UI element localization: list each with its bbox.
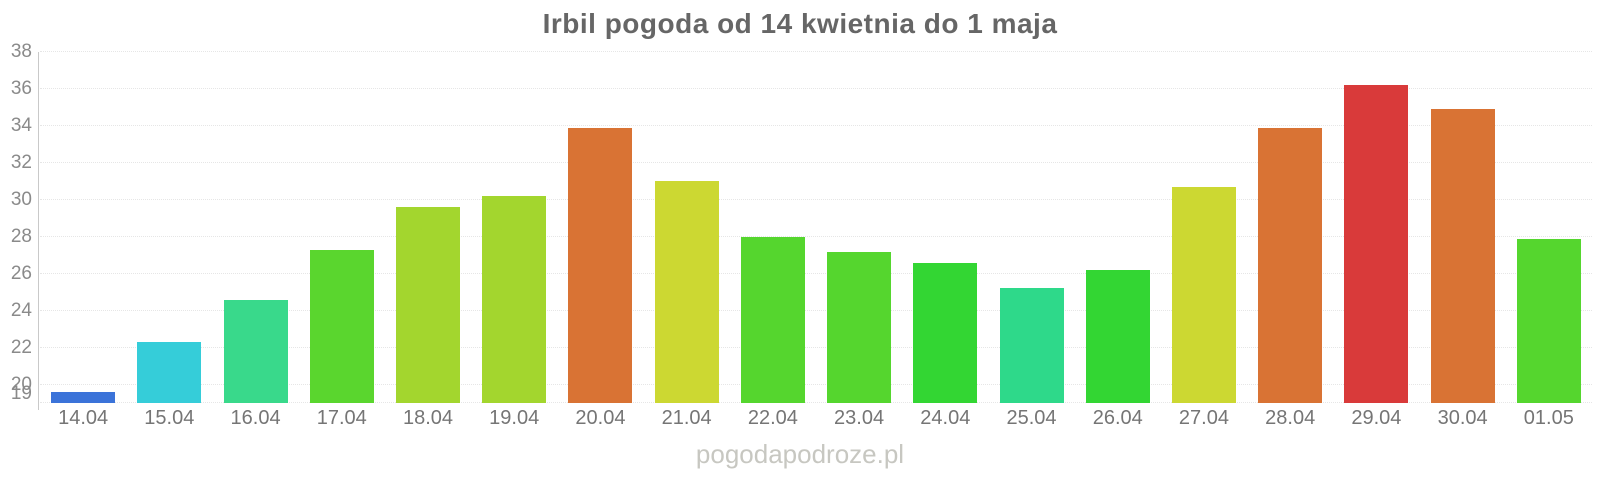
- bar-19.04[interactable]: [482, 196, 547, 403]
- x-tick-label-18.04: 18.04: [402, 407, 454, 429]
- bar-29.04[interactable]: [1344, 85, 1409, 403]
- bar-01.05[interactable]: [1516, 238, 1581, 403]
- chart-title: Irbil pogoda od 14 kwietnia do 1 maja: [542, 8, 1058, 39]
- bar-20.04[interactable]: [568, 127, 633, 403]
- x-tick-label-15.04: 15.04: [144, 407, 195, 429]
- bar-18.04[interactable]: [395, 207, 460, 403]
- y-tick-label-28: 28: [10, 225, 32, 247]
- bar-slot-19.04: [471, 52, 557, 403]
- gridline-36: [40, 87, 1592, 89]
- gridline-22: [40, 346, 1592, 348]
- bar-slot-29.04: [1333, 52, 1419, 403]
- bar-15.04[interactable]: [137, 342, 202, 403]
- gridline-24: [40, 309, 1592, 311]
- bar-slot-22.04: [730, 52, 816, 403]
- bar-slot-16.04: [212, 52, 298, 403]
- bar-30.04[interactable]: [1430, 109, 1495, 403]
- x-tick-label-27.04: 27.04: [1178, 407, 1229, 429]
- x-tick-label-24.04: 24.04: [920, 407, 971, 429]
- x-axis-labels: 14.04 15.04 16.04 17.04 18.04 19.04 20.04 21.04…: [40, 407, 1592, 430]
- gridline-26: [40, 272, 1592, 274]
- bar-27.04[interactable]: [1171, 186, 1236, 403]
- bar-slot-28.04: [1247, 52, 1333, 403]
- bar-slot-23.04: [816, 52, 902, 403]
- x-tick-label-25.04: 25.04: [1006, 407, 1057, 429]
- y-tick-label-34: 34: [10, 114, 32, 136]
- y-tick-label-22: 22: [10, 336, 32, 358]
- bar-14.04[interactable]: [51, 391, 116, 403]
- bar-slot-15.04: [126, 52, 212, 403]
- plot-area: [38, 51, 1592, 410]
- bar-slot-14.04: [40, 52, 126, 403]
- y-tick-label-20: 20: [10, 373, 32, 395]
- x-tick-label-14.04: 14.04: [58, 407, 109, 429]
- bar-26.04[interactable]: [1085, 270, 1150, 403]
- bar-slot-20.04: [557, 52, 643, 403]
- x-tick-label-16.04: 16.04: [230, 407, 281, 429]
- gridline-32: [40, 161, 1592, 163]
- y-axis-line: [38, 52, 39, 410]
- watermark: pogodapodroze.pl: [695, 439, 905, 469]
- y-tick-label-36: 36: [10, 77, 32, 99]
- gridline-28: [40, 235, 1592, 237]
- x-tick-label-22.04: 22.04: [747, 407, 798, 429]
- y-tick-label-26: 26: [10, 262, 32, 284]
- bar-22.04[interactable]: [740, 236, 805, 403]
- bar-slot-26.04: [1075, 52, 1161, 403]
- x-tick-label-29.04: 29.04: [1351, 407, 1402, 429]
- bar-slot-30.04: [1420, 52, 1506, 403]
- x-tick-label-21.04: 21.04: [661, 407, 712, 429]
- bar-28.04[interactable]: [1258, 127, 1323, 403]
- gridline-20: [40, 383, 1592, 385]
- bar-21.04[interactable]: [654, 181, 719, 403]
- bar-16.04[interactable]: [223, 299, 288, 403]
- x-tick-label-19.04: 19.04: [489, 407, 540, 429]
- bar-slot-21.04: [644, 52, 730, 403]
- y-tick-label-30: 30: [10, 188, 32, 210]
- bar-17.04[interactable]: [309, 249, 374, 403]
- gridline-30: [40, 198, 1592, 200]
- gridline-34: [40, 124, 1592, 126]
- x-tick-label-26.04: 26.04: [1092, 407, 1143, 429]
- y-tick-label-24: 24: [10, 299, 32, 321]
- bar-24.04[interactable]: [913, 262, 978, 403]
- gridline-19: [40, 402, 1592, 403]
- x-tick-label-30.04: 30.04: [1437, 407, 1488, 429]
- x-tick-label-20.04: 20.04: [575, 407, 626, 429]
- x-tick-label-23.04: 23.04: [834, 407, 885, 429]
- x-tick-label-01.05: 01.05: [1523, 407, 1574, 429]
- x-tick-label-17.04: 17.04: [316, 407, 367, 429]
- bar-slot-17.04: [299, 52, 385, 403]
- bar-slot-24.04: [902, 52, 988, 403]
- bar-slot-01.05: [1506, 52, 1592, 403]
- y-tick-label-32: 32: [10, 151, 32, 173]
- bar-slot-18.04: [385, 52, 471, 403]
- bars-row: [40, 52, 1592, 403]
- bar-25.04[interactable]: [999, 288, 1064, 403]
- x-tick-label-28.04: 28.04: [1265, 407, 1316, 429]
- gridline-38: [40, 51, 1592, 52]
- y-tick-label-38: 38: [10, 41, 32, 62]
- y-tick-label-19: 19: [10, 383, 32, 404]
- bar-slot-25.04: [988, 52, 1074, 403]
- bar-23.04[interactable]: [827, 251, 892, 403]
- bar-slot-27.04: [1161, 52, 1247, 403]
